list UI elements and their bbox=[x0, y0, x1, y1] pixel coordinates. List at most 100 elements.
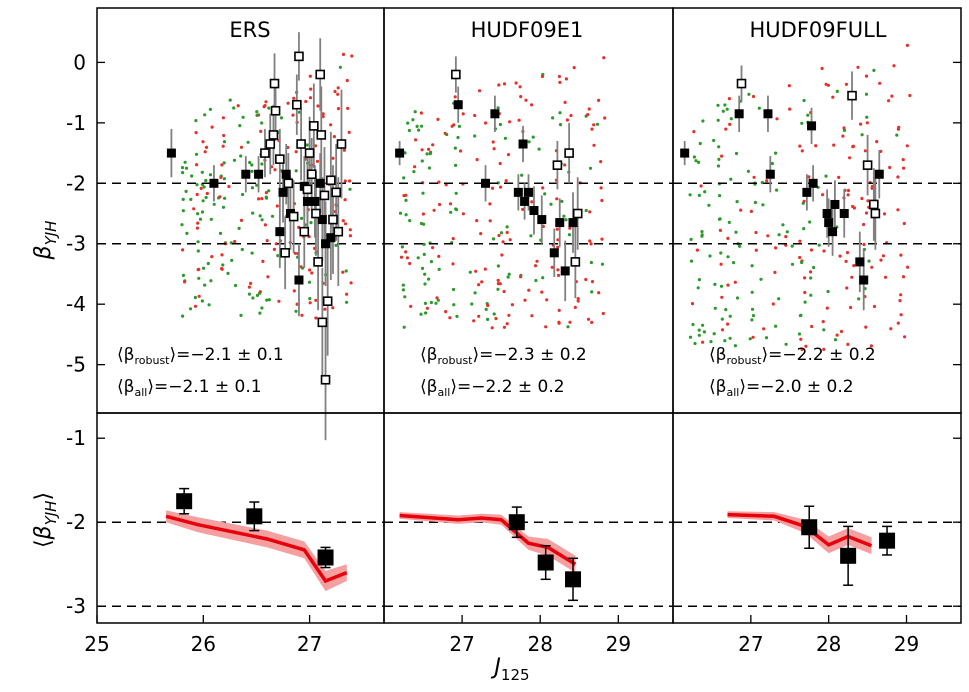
cloud-point bbox=[424, 311, 428, 315]
cloud-point bbox=[870, 186, 874, 190]
cloud-point bbox=[716, 103, 720, 107]
cloud-point bbox=[345, 300, 349, 304]
cloud-point bbox=[751, 314, 756, 318]
cloud-point bbox=[419, 111, 423, 115]
cloud-point bbox=[336, 92, 340, 96]
cloud-point bbox=[427, 147, 431, 151]
cloud-point bbox=[247, 285, 251, 289]
cloud-point bbox=[600, 237, 604, 241]
cloud-point bbox=[449, 210, 453, 214]
cloud-point bbox=[200, 210, 205, 214]
cloud-point bbox=[846, 193, 850, 197]
cloud-point bbox=[567, 233, 572, 237]
cloud-point bbox=[735, 296, 740, 300]
cloud-point bbox=[603, 116, 607, 120]
cloud-point bbox=[866, 199, 870, 203]
cloud-point bbox=[488, 219, 492, 223]
cloud-point bbox=[321, 115, 325, 119]
cloud-point bbox=[454, 207, 458, 211]
cloud-point bbox=[237, 226, 241, 230]
model-line bbox=[727, 512, 873, 548]
mean-annotation-hudf09full: ⟨βrobust⟩=−2.2 ± 0.2 ⟨βall⟩=−2.0 ± 0.2 bbox=[709, 345, 876, 399]
cloud-point bbox=[427, 277, 431, 281]
cloud-point bbox=[345, 78, 349, 83]
cloud-point bbox=[415, 124, 419, 128]
cloud-point bbox=[232, 158, 237, 162]
cloud-point bbox=[453, 95, 457, 99]
cloud-point bbox=[812, 265, 816, 270]
cloud-point bbox=[781, 223, 785, 227]
cloud-point bbox=[557, 321, 561, 325]
cloud-point bbox=[688, 335, 693, 339]
cloud-point bbox=[496, 282, 500, 286]
cloud-point bbox=[530, 314, 534, 318]
cloud-point bbox=[506, 153, 511, 157]
cloud-point bbox=[308, 74, 312, 78]
cloud-point bbox=[718, 228, 723, 232]
cloud-point bbox=[428, 152, 432, 156]
cloud-point bbox=[238, 124, 242, 128]
cloud-point bbox=[181, 273, 185, 277]
cloud-point bbox=[701, 119, 705, 123]
cloud-point bbox=[194, 131, 198, 135]
cloud-point bbox=[800, 260, 804, 265]
cloud-point bbox=[196, 240, 200, 244]
cloud-point bbox=[754, 230, 758, 235]
cloud-point bbox=[226, 271, 230, 275]
cloud-point bbox=[599, 186, 603, 190]
cloud-point bbox=[484, 121, 488, 125]
cloud-point bbox=[902, 221, 906, 226]
cloud-point bbox=[260, 162, 264, 166]
cloud-point bbox=[492, 147, 496, 151]
cloud-point bbox=[809, 248, 814, 252]
cloud-point bbox=[766, 234, 770, 238]
cloud-point bbox=[551, 116, 555, 120]
cloud-point bbox=[838, 254, 842, 258]
mean-marker bbox=[565, 571, 582, 588]
cloud-point bbox=[863, 149, 868, 153]
robust-marker bbox=[490, 109, 500, 119]
cloud-point bbox=[734, 151, 739, 156]
cloud-point bbox=[807, 175, 811, 179]
cloud-point bbox=[862, 222, 866, 227]
cloud-point bbox=[241, 192, 245, 197]
cloud-point bbox=[541, 186, 545, 190]
cloud-point bbox=[220, 163, 224, 167]
cloud-point bbox=[437, 180, 441, 184]
mean-marker bbox=[801, 519, 818, 536]
cloud-point bbox=[477, 283, 481, 287]
cloud-point bbox=[739, 208, 743, 212]
cloud-point bbox=[881, 254, 886, 258]
robust-marker bbox=[520, 196, 530, 206]
cloud-point bbox=[825, 306, 829, 310]
cloud-point bbox=[550, 265, 554, 269]
cloud-point bbox=[403, 151, 407, 155]
cloud-point bbox=[260, 306, 264, 310]
cloud-point bbox=[421, 212, 425, 216]
cloud-point bbox=[349, 281, 353, 285]
cloud-point bbox=[597, 98, 601, 102]
x-tick-label: 28 bbox=[527, 632, 552, 656]
cloud-point bbox=[592, 143, 596, 147]
cloud-point bbox=[822, 249, 826, 253]
cloud-point bbox=[720, 317, 724, 321]
cloud-point bbox=[196, 212, 200, 216]
svg-text:⟨βall⟩=−2.0 ± 0.2: ⟨βall⟩=−2.0 ± 0.2 bbox=[709, 377, 854, 399]
cloud-point bbox=[833, 338, 838, 342]
cloud-point bbox=[183, 280, 187, 284]
cloud-point bbox=[727, 97, 732, 101]
x-tick-label: 28 bbox=[816, 632, 841, 656]
cloud-point bbox=[258, 214, 262, 218]
cloud-point bbox=[902, 166, 906, 170]
open-marker bbox=[294, 51, 304, 62]
cloud-point bbox=[401, 288, 405, 292]
cloud-point bbox=[345, 292, 349, 296]
cloud-point bbox=[247, 292, 251, 296]
cloud-point bbox=[519, 95, 523, 99]
model-bands bbox=[165, 510, 873, 592]
cloud-point bbox=[260, 121, 264, 125]
cloud-point bbox=[716, 118, 720, 122]
svg-text:⟨βall⟩=−2.2 ± 0.2: ⟨βall⟩=−2.2 ± 0.2 bbox=[420, 377, 565, 399]
cloud-point bbox=[507, 272, 511, 276]
x-axis-label: J125 bbox=[490, 655, 529, 684]
